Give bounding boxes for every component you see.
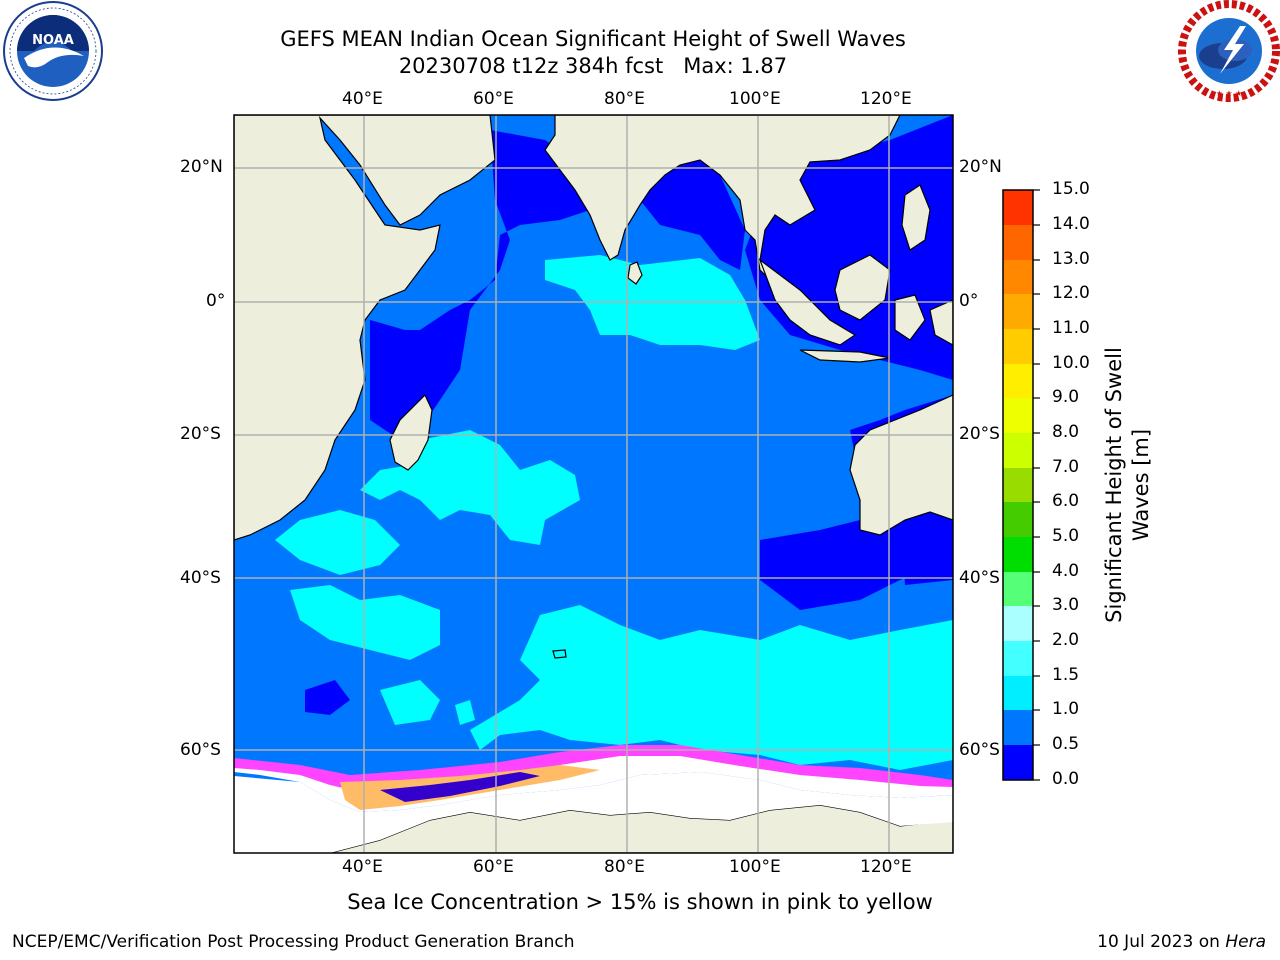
lat-tick-left: 0°	[206, 291, 226, 311]
map-frame	[233, 114, 954, 854]
lon-tick-bottom: 40°E	[342, 857, 383, 877]
colorbar-label: 1.5	[1052, 665, 1080, 685]
lon-tick-bottom: 60°E	[473, 857, 514, 877]
colorbar-label: 4.0	[1052, 561, 1080, 581]
colorbar-label: 0.0	[1052, 769, 1080, 789]
lon-tick-top: 40°E	[342, 89, 383, 109]
chart-title: GEFS MEAN Indian Ocean Significant Heigh…	[280, 27, 906, 51]
colorbar	[1002, 189, 1040, 781]
sea-ice-band	[234, 745, 953, 853]
lat-tick-right: 20°S	[959, 424, 1000, 444]
lon-tick-top: 120°E	[860, 89, 912, 109]
lon-tick-bottom: 100°E	[729, 857, 781, 877]
lat-tick-left: 40°S	[180, 568, 221, 588]
colorbar-label: 15.0	[1052, 179, 1090, 199]
colorbar-label: 11.0	[1052, 318, 1090, 338]
nws-logo: ★ ★ ★	[1178, 0, 1280, 102]
colorbar-title: Significant Height of Swell Waves [m]	[1102, 347, 1153, 623]
sea-ice-caption: Sea Ice Concentration > 15% is shown in …	[347, 890, 933, 914]
colorbar-label: 3.0	[1052, 595, 1080, 615]
colorbar-label: 0.5	[1052, 734, 1080, 754]
svg-text:★ ★ ★: ★ ★ ★	[1216, 89, 1243, 98]
footer-date-text: 10 Jul 2023 on	[1097, 932, 1226, 952]
chart-subtitle: 20230708 t12z 384h fcst Max: 1.87	[398, 54, 788, 78]
map-gridlines	[234, 115, 953, 853]
lon-tick-top: 100°E	[729, 89, 781, 109]
lon-tick-top: 60°E	[473, 89, 514, 109]
noaa-logo-text: NOAA	[32, 33, 74, 48]
lon-tick-bottom: 80°E	[604, 857, 645, 877]
colorbar-label: 1.0	[1052, 699, 1080, 719]
colorbar-label: 7.0	[1052, 457, 1080, 477]
lat-tick-right: 20°N	[959, 157, 1002, 177]
footer-credit: NCEP/EMC/Verification Post Processing Pr…	[12, 932, 575, 952]
colorbar-label: 5.0	[1052, 526, 1080, 546]
lon-tick-bottom: 120°E	[860, 857, 912, 877]
lat-tick-left: 60°S	[180, 740, 221, 760]
lat-tick-left: 20°N	[180, 157, 223, 177]
noaa-logo: NOAA	[3, 1, 103, 101]
colorbar-label: 10.0	[1052, 353, 1090, 373]
colorbar-label: 9.0	[1052, 387, 1080, 407]
colorbar-label: 2.0	[1052, 630, 1080, 650]
lat-tick-right: 60°S	[959, 740, 1000, 760]
lat-tick-right: 40°S	[959, 568, 1000, 588]
colorbar-label: 6.0	[1052, 491, 1080, 511]
colorbar-label: 8.0	[1052, 422, 1080, 442]
colorbar-label: 13.0	[1052, 249, 1090, 269]
lon-tick-top: 80°E	[604, 89, 645, 109]
footer-host: Hera	[1225, 932, 1266, 952]
lat-tick-left: 20°S	[180, 424, 221, 444]
colorbar-label: 12.0	[1052, 283, 1090, 303]
lat-tick-right: 0°	[959, 291, 979, 311]
colorbar-label: 14.0	[1052, 214, 1090, 234]
footer-date: 10 Jul 2023 on Hera	[1097, 932, 1266, 952]
